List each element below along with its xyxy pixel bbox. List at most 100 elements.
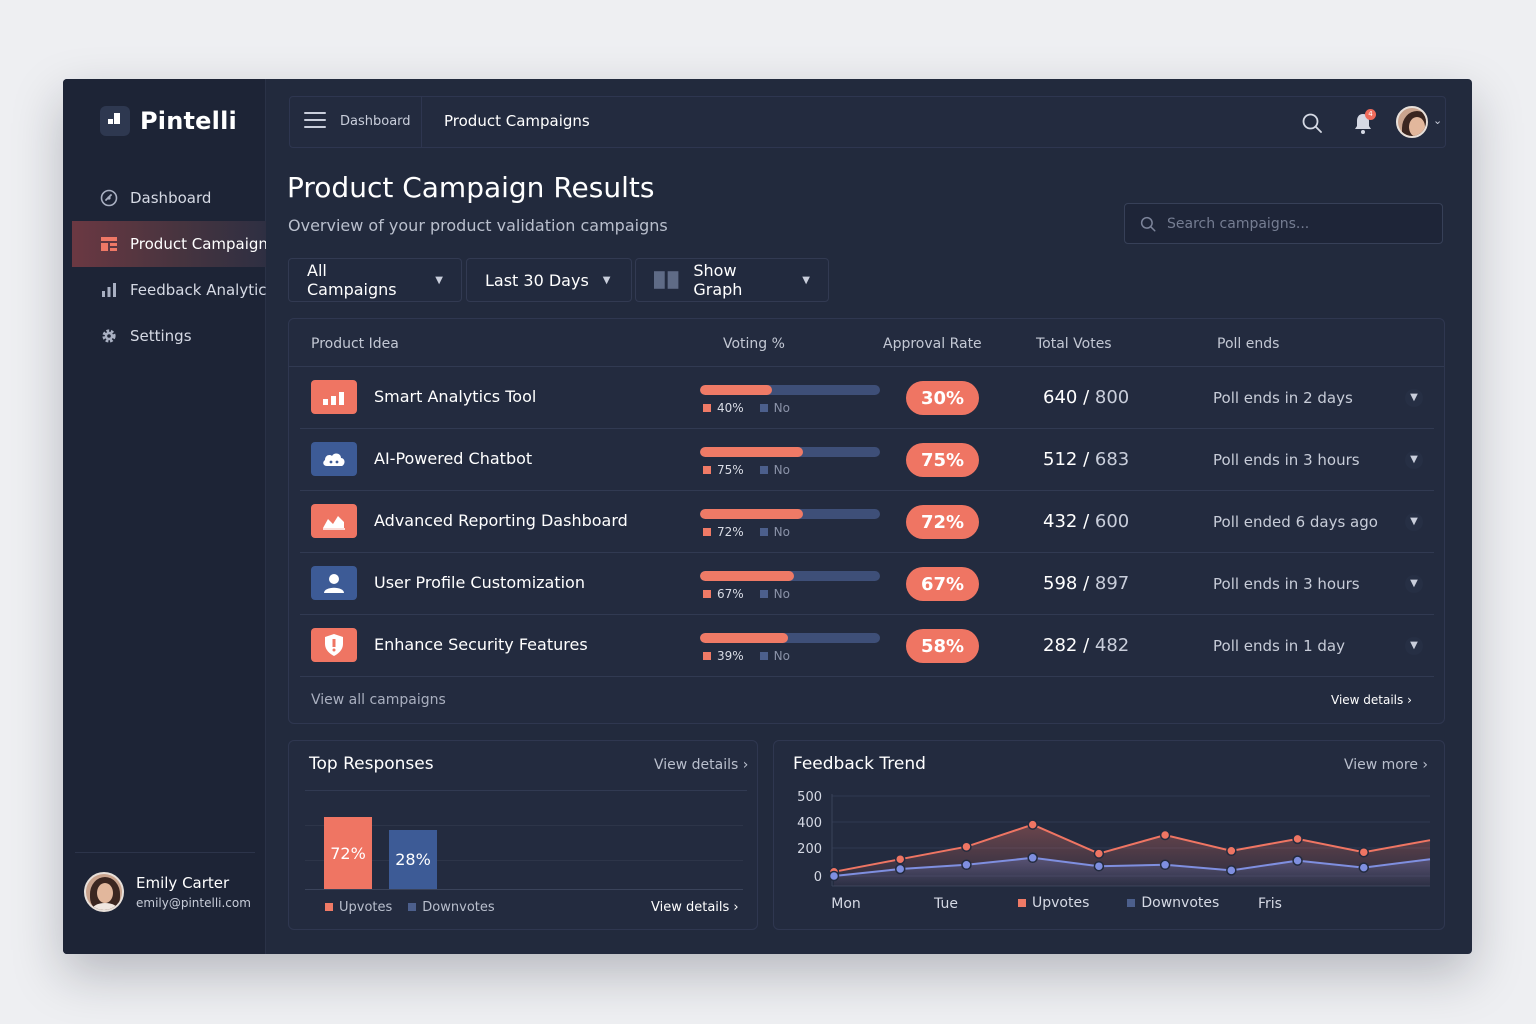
top-avatar[interactable] bbox=[1396, 106, 1428, 138]
expand-chevron-icon[interactable]: ▼ bbox=[1405, 513, 1423, 531]
expand-chevron-icon[interactable]: ▼ bbox=[1405, 637, 1423, 655]
total-votes: 432 / 600 bbox=[1043, 511, 1130, 532]
search-input[interactable] bbox=[1167, 215, 1417, 232]
chevron-down-icon: ▼ bbox=[802, 274, 810, 286]
baseline bbox=[305, 889, 743, 890]
sidebar-item-feedback-analytics[interactable]: Feedback Analytics bbox=[72, 267, 266, 313]
view-details-link[interactable]: View details › bbox=[654, 757, 749, 773]
voting-legend: 72% No bbox=[703, 525, 790, 539]
view-all-campaigns-link[interactable]: View all campaigns bbox=[311, 692, 446, 708]
filter-graph[interactable]: Show Graph ▼ bbox=[635, 258, 829, 302]
card-title: Feedback Trend bbox=[793, 754, 926, 774]
upvotes-point bbox=[894, 853, 906, 865]
gear-icon bbox=[100, 327, 118, 345]
menu-icon[interactable] bbox=[304, 112, 326, 132]
table-row[interactable]: AI-Powered Chatbot 75% No 75% 512 / 683 P… bbox=[300, 429, 1434, 491]
voting-legend: 75% No bbox=[703, 463, 790, 477]
breadcrumb-current: Product Campaigns bbox=[444, 112, 590, 130]
no-label: No bbox=[773, 587, 790, 601]
upvotes-point bbox=[1159, 829, 1171, 841]
table-row[interactable]: Smart Analytics Tool 40% No 30% 640 / 800… bbox=[300, 367, 1434, 429]
notification-badge: 4 bbox=[1365, 109, 1376, 120]
table-row[interactable]: User Profile Customization 67% No 67% 598… bbox=[300, 553, 1434, 615]
downvotes-area bbox=[834, 857, 1430, 886]
filter-period[interactable]: Last 30 Days ▼ bbox=[466, 258, 632, 302]
shield-icon bbox=[311, 628, 357, 662]
approval-rate-badge: 67% bbox=[906, 567, 979, 601]
cloud-chat-icon bbox=[311, 442, 357, 476]
app-window: Pintelli Dashboard Product Campaigns Fee… bbox=[63, 79, 1472, 954]
table-row[interactable]: Advanced Reporting Dashboard 72% No 72% 4… bbox=[300, 491, 1434, 553]
voting-bar bbox=[700, 509, 880, 519]
page-subtitle: Overview of your product validation camp… bbox=[288, 216, 668, 235]
trend-chart: 500 400 200 0 Mon Tue Fris bbox=[797, 790, 1431, 912]
approval-rate-badge: 72% bbox=[906, 505, 979, 539]
header-divider bbox=[289, 366, 1444, 367]
user-profile-icon bbox=[311, 566, 357, 600]
downvotes-point bbox=[828, 870, 840, 882]
downvotes-point bbox=[961, 859, 972, 871]
voting-value: 40% bbox=[717, 401, 744, 415]
chevron-down-icon[interactable]: ⌄ bbox=[1433, 114, 1443, 127]
upvotes-point bbox=[961, 841, 972, 852]
app-name: Pintelli bbox=[140, 107, 237, 135]
campaigns-icon bbox=[100, 235, 118, 253]
view-more-link[interactable]: View more › bbox=[1344, 757, 1428, 773]
top-bar: Dashboard Product Campaigns 4 ⌄ bbox=[289, 96, 1446, 148]
search-icon[interactable] bbox=[1300, 111, 1324, 135]
legend-downvotes-label: Downvotes bbox=[422, 900, 495, 915]
view-details-label: View details bbox=[1331, 693, 1404, 707]
legend-upvotes-label: Upvotes bbox=[339, 900, 393, 915]
column-header: Voting % bbox=[723, 336, 785, 352]
column-header: Poll ends bbox=[1217, 336, 1280, 352]
voting-bar-fill bbox=[700, 509, 803, 519]
expand-chevron-icon[interactable]: ▼ bbox=[1405, 389, 1423, 407]
votes-count: 432 bbox=[1043, 511, 1078, 532]
sidebar-item-settings[interactable]: Settings bbox=[72, 313, 266, 359]
gridline bbox=[305, 825, 743, 826]
chevron-down-icon: ▼ bbox=[435, 274, 443, 286]
sidebar-divider bbox=[75, 852, 255, 853]
legend-downvotes: Downvotes bbox=[1127, 895, 1219, 911]
voting-value: 39% bbox=[717, 649, 744, 663]
downvotes-point bbox=[1292, 855, 1303, 866]
search-field[interactable] bbox=[1124, 203, 1443, 244]
total-votes: 282 / 482 bbox=[1043, 635, 1130, 656]
expand-chevron-icon[interactable]: ▼ bbox=[1405, 575, 1423, 593]
votes-total: 482 bbox=[1094, 635, 1130, 656]
poll-status: Poll ends in 3 hours bbox=[1213, 451, 1360, 469]
voting-bar-fill bbox=[700, 447, 803, 457]
chart-bars-icon bbox=[311, 380, 357, 414]
table-row[interactable]: Enhance Security Features 39% No 58% 282 … bbox=[300, 615, 1434, 677]
view-details-link[interactable]: View details › bbox=[1331, 693, 1412, 707]
logo[interactable]: Pintelli bbox=[100, 106, 237, 136]
no-label: No bbox=[773, 649, 790, 663]
product-name: User Profile Customization bbox=[374, 573, 585, 592]
upvotes-line bbox=[833, 823, 1431, 873]
legend-downvotes: Downvotes bbox=[408, 900, 495, 915]
votes-count: 512 bbox=[1043, 449, 1078, 470]
voting-value: 67% bbox=[717, 587, 744, 601]
filter-campaigns[interactable]: All Campaigns ▼ bbox=[288, 258, 462, 302]
view-details-footer-link[interactable]: View details › bbox=[651, 900, 739, 915]
sidebar-item-product-campaigns[interactable]: Product Campaigns bbox=[72, 221, 266, 267]
top-responses-card: Top Responses View details › 72% 28% Upv… bbox=[288, 740, 758, 930]
product-name: Advanced Reporting Dashboard bbox=[374, 511, 628, 530]
approval-rate-badge: 30% bbox=[906, 381, 979, 415]
voting-value: 75% bbox=[717, 463, 744, 477]
logo-icon bbox=[100, 106, 130, 136]
report-chart-icon bbox=[311, 504, 357, 538]
downvotes-value: 28% bbox=[395, 850, 431, 870]
legend: Upvotes Downvotes bbox=[325, 900, 495, 915]
voting-value: 72% bbox=[717, 525, 744, 539]
sidebar-item-label: Product Campaigns bbox=[130, 235, 266, 253]
graph-toggle-icon bbox=[654, 271, 679, 289]
legend-upvotes: Upvotes bbox=[1018, 895, 1089, 911]
user-profile[interactable]: Emily Carter emily@pintelli.com bbox=[84, 872, 251, 912]
card-title: Top Responses bbox=[309, 754, 434, 774]
voting-bar bbox=[700, 571, 880, 581]
breadcrumb-dashboard[interactable]: Dashboard bbox=[340, 114, 411, 129]
upvotes-point bbox=[1093, 848, 1105, 859]
sidebar-item-dashboard[interactable]: Dashboard bbox=[72, 175, 266, 221]
expand-chevron-icon[interactable]: ▼ bbox=[1405, 451, 1423, 469]
